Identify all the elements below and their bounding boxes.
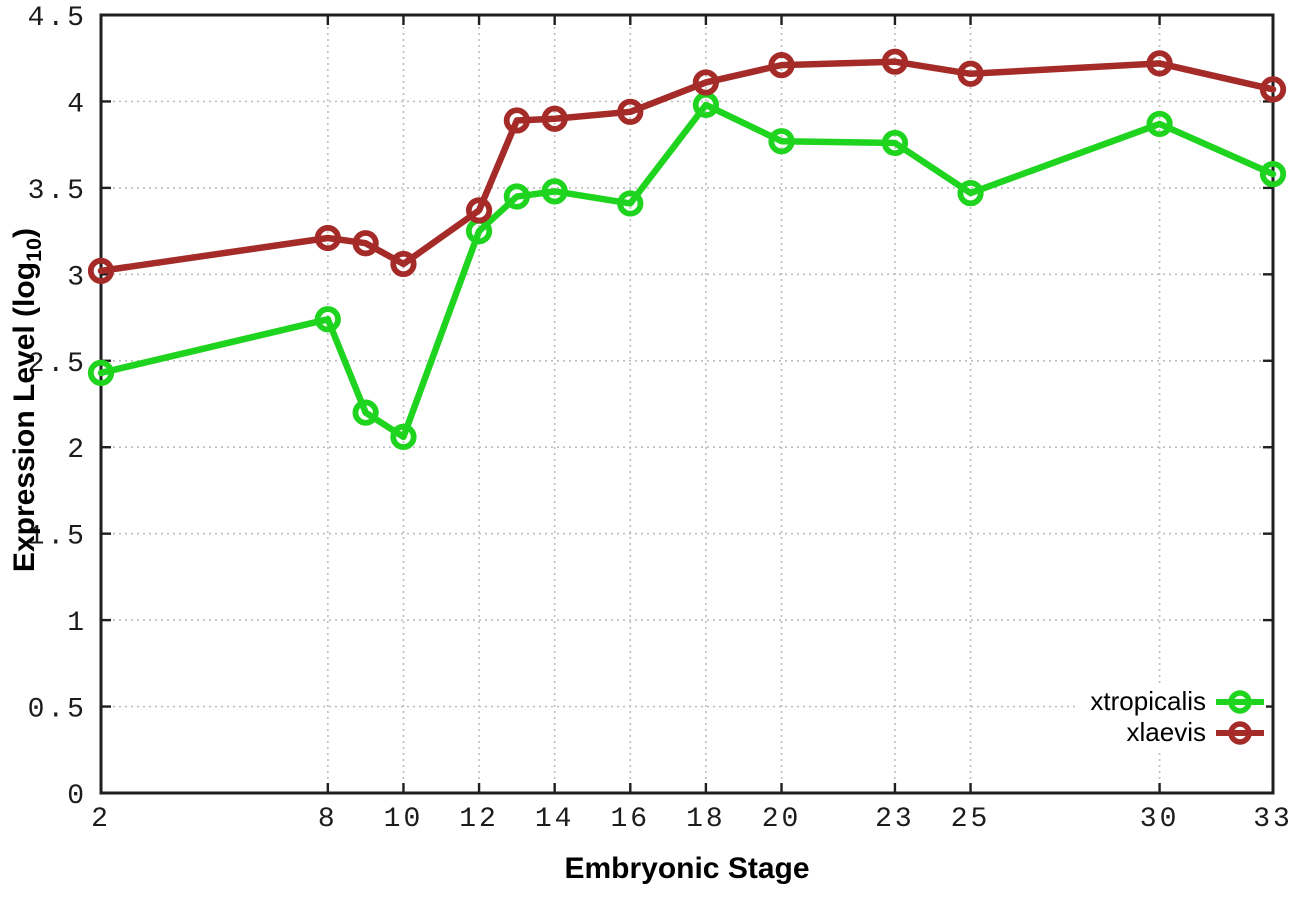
x-tick-label: 2	[91, 804, 111, 835]
data-point-xtropicalis	[957, 179, 984, 207]
series-line-xtropicalis	[97, 101, 1277, 441]
x-tick-label: 16	[610, 804, 650, 835]
y-axis-title: Expression Level (log10)	[8, 200, 48, 600]
y-tick-label: 2.5	[28, 349, 87, 380]
x-tick-label: 8	[318, 804, 338, 835]
x-tick-label: 18	[686, 804, 726, 835]
data-point-xtropicalis	[1259, 160, 1287, 188]
x-tick-label: 14	[535, 804, 575, 835]
x-tick-label: 23	[875, 804, 915, 835]
data-point-xtropicalis	[352, 399, 379, 426]
data-point-xtropicalis	[503, 183, 530, 210]
y-tick-label: 4	[67, 89, 87, 120]
data-point-xlaevis	[87, 257, 115, 284]
data-point-xtropicalis	[881, 129, 909, 157]
series-line-xlaevis	[97, 58, 1277, 275]
legend: xtropicalis xlaevis	[1076, 684, 1266, 750]
data-point-xtropicalis	[314, 306, 341, 333]
y-tick-label: 1.5	[28, 522, 87, 553]
data-point-xlaevis	[1259, 76, 1287, 103]
y-axis-title-close: )	[8, 227, 41, 238]
data-point-xtropicalis	[617, 190, 644, 217]
y-axis-title-text: Expression Level (log	[8, 261, 41, 573]
x-tick-label: 25	[951, 804, 991, 835]
plot-border	[99, 13, 1275, 795]
x-tick-label: 20	[762, 804, 802, 835]
data-point-xlaevis	[503, 107, 530, 134]
x-axis-title: Embryonic Stage	[564, 852, 810, 885]
data-point-xtropicalis	[87, 359, 115, 386]
data-point-xtropicalis	[390, 423, 417, 450]
legend-marker-icon-xtropicalis	[1216, 689, 1264, 714]
legend-marker-icon-xlaevis	[1216, 720, 1264, 745]
y-tick-label: 1	[67, 608, 87, 639]
data-point-xlaevis	[692, 69, 720, 96]
data-point-xlaevis	[957, 60, 984, 87]
y-tick-label: 2	[67, 435, 87, 466]
legend-label-xlaevis: xlaevis	[1126, 717, 1206, 747]
x-tick-label: 33	[1253, 804, 1293, 835]
y-tick-label: 3	[67, 262, 87, 293]
y-tick-label: 4.5	[28, 3, 87, 34]
y-axis-title-subscript: 10	[21, 237, 46, 262]
x-tick-label: 10	[384, 804, 424, 835]
data-point-xlaevis	[768, 52, 795, 79]
legend-item-xtropicalis: xtropicalis	[1090, 686, 1266, 717]
data-point-xlaevis	[1146, 50, 1173, 77]
x-tick-label: 12	[459, 804, 499, 835]
data-point-xlaevis	[352, 230, 379, 257]
y-tick-label: 0	[67, 781, 87, 812]
legend-label-xtropicalis: xtropicalis	[1090, 686, 1206, 716]
y-tick-label: 3.5	[28, 176, 87, 207]
data-point-xtropicalis	[1146, 110, 1173, 138]
data-point-xtropicalis	[768, 128, 795, 155]
x-tick-label: 30	[1140, 804, 1180, 835]
data-point-xtropicalis	[541, 178, 568, 205]
data-point-xlaevis	[314, 224, 341, 252]
data-point-xlaevis	[390, 250, 417, 278]
data-point-xlaevis	[881, 48, 909, 75]
legend-item-xlaevis: xlaevis	[1090, 717, 1266, 748]
data-point-xlaevis	[617, 98, 644, 125]
data-point-xlaevis	[541, 105, 568, 132]
y-tick-label: 0.5	[28, 695, 87, 726]
data-point-xlaevis	[465, 197, 493, 224]
